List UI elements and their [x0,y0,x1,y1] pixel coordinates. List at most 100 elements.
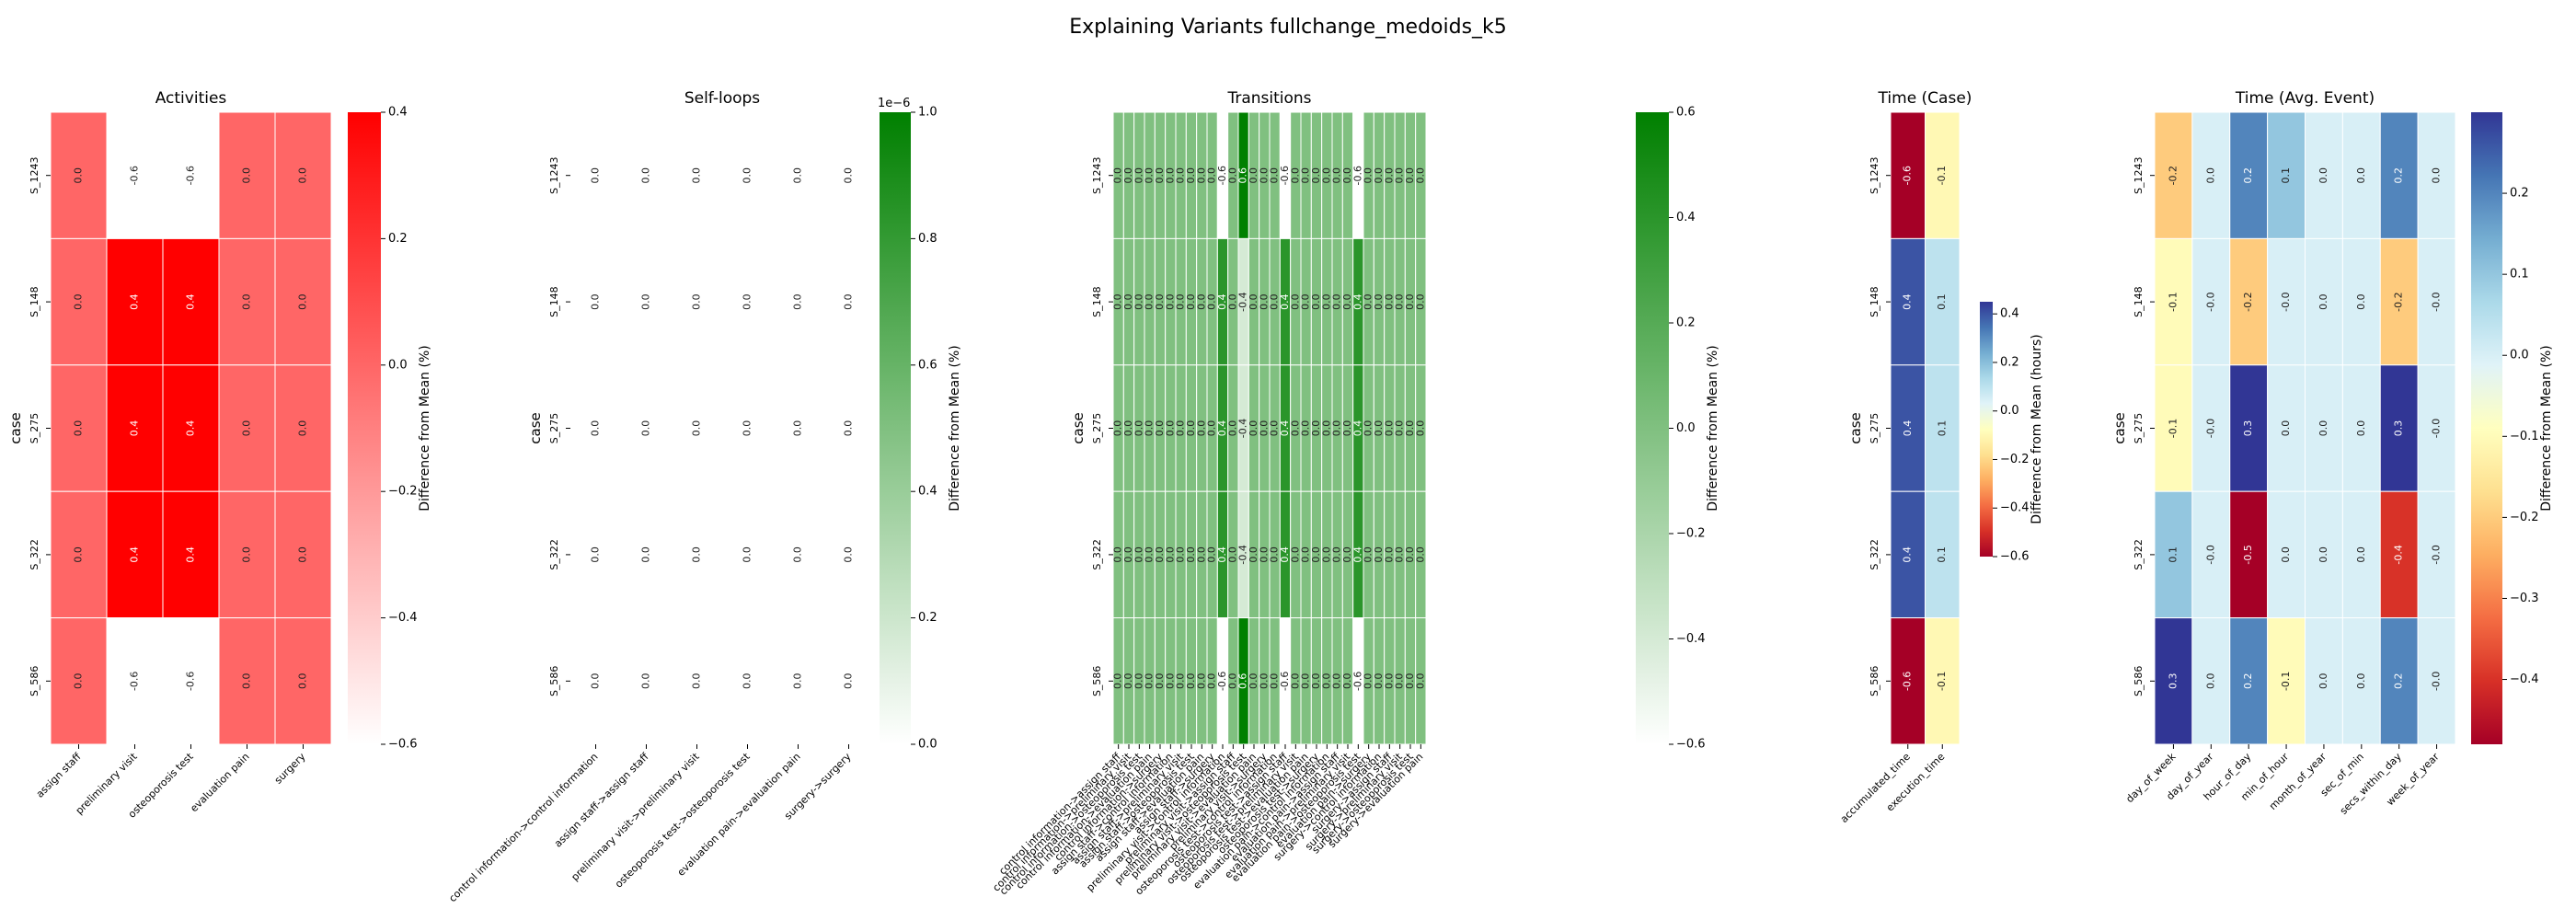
row-tick-label: S_275 [29,413,40,443]
cell-value-label: 0.0 [2317,420,2329,437]
cell-value-label: 0.0 [590,546,602,563]
heatmap-cell [2154,490,2193,619]
colorbar-tick-label: 0.1 [2510,268,2529,282]
heatmap-cell [2417,490,2456,619]
cell-value-label: 0.0 [1289,546,1301,563]
cell-value-label: 0.0 [1363,293,1374,310]
cell-value-label: 0.0 [1248,420,1259,437]
cell-value-label: 0.0 [1248,167,1259,184]
cell-value-label: 0.0 [691,673,703,690]
cell-value-label: 0.0 [1310,293,1322,310]
cell-value-label: 0.0 [1383,167,1395,184]
colorbar-tick-label: 0.2 [918,611,937,625]
cell-value-label: 0.0 [1331,420,1343,437]
heatmap-cell [1890,111,1926,239]
heatmap-cell [50,111,108,239]
cell-value-label: 0.0 [1258,420,1270,437]
cell-value-label: 0.1 [1936,293,1948,310]
row-axis-label: case [7,412,24,443]
cell-value-label: 0.0 [1373,546,1385,563]
cell-value-label: 0.4 [185,293,197,310]
cell-value-label: -0.0 [2431,545,2443,564]
cell-value-label: 0.1 [1936,546,1948,563]
row-tick-label: S_148 [29,286,40,316]
cell-value-label: 0.0 [1269,167,1281,184]
heatmap-cell [772,111,824,239]
row-tick-label: S_586 [548,666,560,696]
colorbar [1636,112,1669,744]
cell-value-label: -0.1 [1936,672,1948,691]
cell-value-label: 0.0 [1112,167,1124,184]
panel-title: Transitions [1226,89,1311,108]
heatmap-cell [2379,237,2419,366]
cell-value-label: -0.1 [1936,166,1948,185]
cell-value-label: 0.0 [691,293,703,310]
cell-value-label: 0.4 [1902,293,1914,310]
cell-value-label: 0.0 [1414,546,1426,563]
cell-value-label: 0.0 [2280,420,2292,437]
colorbar-tick-label: 0.0 [1676,421,1696,435]
cell-value-label: -0.0 [2431,419,2443,438]
cell-value-label: 0.0 [1226,673,1238,690]
heatmap-cell [2191,617,2231,745]
heatmap-cell [2229,617,2269,745]
cell-value-label: 0.0 [1320,673,1332,690]
heatmap-cell [218,490,276,619]
heatmap-cell [274,111,332,239]
cell-value-label: 0.0 [1383,293,1395,310]
cell-value-label: 0.0 [792,546,804,563]
cell-value-label: 0.0 [1144,546,1156,563]
colorbar-tick-label: −0.6 [2000,550,2030,564]
cell-value-label: 0.0 [2204,167,2216,184]
row-tick-label: S_148 [1869,286,1880,316]
cell-value-label: 0.0 [1226,546,1238,563]
colorbar-tick-label: −0.6 [388,738,418,752]
cell-value-label: 0.0 [1310,673,1322,690]
cell-value-label: 0.0 [1258,167,1270,184]
cell-value-label: -0.6 [1351,672,1363,691]
cell-value-label: 0.0 [1164,167,1176,184]
heatmap-cell [2305,237,2343,366]
heatmap-cell [1890,237,1926,366]
cell-value-label: 0.0 [1363,546,1374,563]
row-tick-label: S_148 [2133,286,2145,316]
heatmap-cell [620,364,673,492]
cell-value-label: 0.0 [1122,293,1134,310]
cell-value-label: 0.4 [185,420,197,437]
cell-value-label: 0.0 [1383,546,1395,563]
heatmap-panel-1: Activities 0.0 -0.6 -0.6 0.0 0.0 0.0 0.4 0.4 0.0 0… [7,89,432,821]
cell-value-label: 0.0 [1206,546,1218,563]
colorbar-tick-label: 1.0 [918,106,937,120]
cell-value-label: 0.0 [241,546,253,563]
cell-value-label: 0.0 [1195,546,1207,563]
cell-value-label: 0.1 [1936,420,1948,437]
cell-value-label: 0.0 [1154,167,1166,184]
cell-value-label: 0.0 [1383,420,1395,437]
cell-value-label: -0.6 [1216,166,1228,185]
cell-value-label: 0.0 [1331,167,1343,184]
colorbar-tick-label: 0.0 [2510,349,2529,362]
panel-title: Time (Avg. Event) [2235,89,2375,108]
cell-value-label: 0.0 [1112,673,1124,690]
cell-value-label: 0.0 [843,673,855,690]
cell-value-label: 0.0 [1122,546,1134,563]
cell-value-label: 0.0 [1414,167,1426,184]
heatmap-cell [1890,490,1926,619]
heatmap-cell [822,111,875,239]
heatmap-cell [2379,111,2419,239]
cell-value-label: 0.4 [129,546,141,563]
heatmap-cell [569,237,622,366]
cell-value-label: 0.2 [2393,673,2405,690]
cell-value-label: 0.2 [2393,167,2405,184]
cell-value-label: 0.0 [1122,167,1134,184]
cell-value-label: 0.0 [1133,420,1144,437]
colorbar [2471,112,2502,744]
cell-value-label: 0.0 [1258,673,1270,690]
heatmap-cell [2305,490,2343,619]
cell-value-label: 0.0 [241,420,253,437]
cell-value-label: 0.0 [297,293,309,310]
row-tick-label: S_1243 [548,156,560,193]
cell-value-label: 0.0 [590,293,602,310]
cell-value-label: 0.0 [1289,420,1301,437]
cell-value-label: 0.0 [2204,673,2216,690]
